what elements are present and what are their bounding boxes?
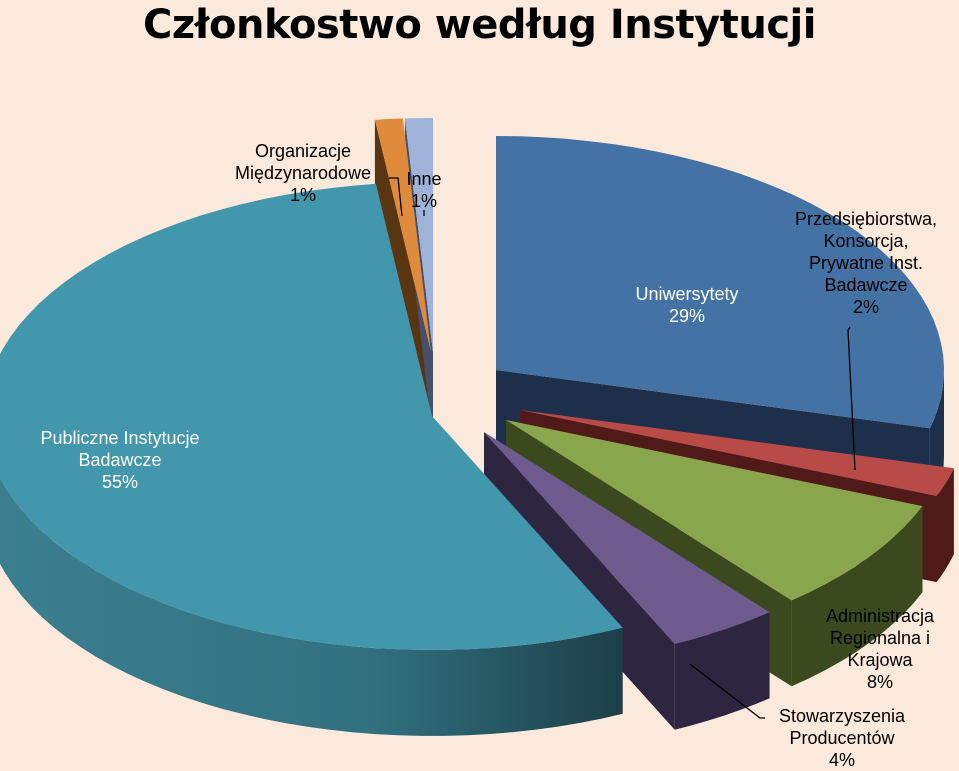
leader-przedsiebiorstwa xyxy=(847,326,856,471)
label-uniwersytety-pct: 29% xyxy=(668,306,706,326)
label-inne-pct: 1% xyxy=(410,191,437,211)
label-organizacje-line-1: Organizacje xyxy=(254,141,352,161)
label-organizacje-line-2: Międzynarodowe xyxy=(234,163,372,183)
label-uniwersytety: Uniwersytety 29% xyxy=(612,283,762,327)
slice-administracja xyxy=(506,420,923,601)
slice-uniwersytety xyxy=(496,136,944,429)
chart-title: Członkostwo według Instytucji xyxy=(143,2,816,48)
slice-organizacje xyxy=(374,118,431,352)
label-publiczne-line-1: Publiczne Instytucje xyxy=(40,428,200,448)
label-organizacje-pct: 1% xyxy=(289,185,316,205)
label-przedsiebiorstwa-line-2: Konsorcja, xyxy=(823,231,909,251)
label-inne: Inne 1% xyxy=(396,168,452,212)
label-przedsiebiorstwa: Przedsiębiorstwa, Konsorcja, Prywatne In… xyxy=(766,208,959,318)
label-publiczne-pct: 55% xyxy=(101,472,139,492)
leader-organizacje xyxy=(389,177,403,217)
slice-side-administracja xyxy=(791,506,923,687)
slice-publiczne-instytucje xyxy=(0,183,623,650)
slice-side-publiczne-instytucje xyxy=(0,477,623,736)
label-przedsiebiorstwa-line-3: Prywatne Inst. xyxy=(808,253,924,273)
label-administracja-line-1: Administracja xyxy=(825,606,935,626)
label-publiczne-line-2: Badawcze xyxy=(78,450,162,470)
slice-przedsi-biorstwa xyxy=(520,410,954,497)
slice-side-stowarzyszenia xyxy=(674,612,770,730)
leader-stowarzyszenia xyxy=(689,663,765,719)
label-stowarzyszenia-line-2: Producentów xyxy=(789,728,895,748)
label-przedsiebiorstwa-pct: 2% xyxy=(852,297,879,317)
label-stowarzyszenia-pct: 4% xyxy=(828,750,855,770)
label-administracja-pct: 8% xyxy=(866,672,893,692)
slice-inne xyxy=(404,118,433,352)
label-administracja-line-2: Regionalna i xyxy=(829,628,931,648)
slice-stowarzyszenia xyxy=(484,432,770,644)
label-przedsiebiorstwa-line-4: Badawcze xyxy=(824,275,908,295)
label-organizacje: Organizacje Międzynarodowe 1% xyxy=(213,140,393,206)
label-przedsiebiorstwa-line-1: Przedsiębiorstwa, xyxy=(794,209,938,229)
label-administracja: Administracja Regionalna i Krajowa 8% xyxy=(800,605,959,693)
label-uniwersytety-name: Uniwersytety xyxy=(635,284,739,304)
slice-side-przedsi-biorstwa xyxy=(936,468,954,583)
label-publiczne: Publiczne Instytucje Badawcze 55% xyxy=(10,427,230,493)
label-stowarzyszenia-line-1: Stowarzyszenia xyxy=(778,706,906,726)
label-administracja-line-3: Krajowa xyxy=(847,650,913,670)
label-inne-name: Inne xyxy=(406,169,442,189)
label-stowarzyszenia: Stowarzyszenia Producentów 4% xyxy=(762,705,922,771)
